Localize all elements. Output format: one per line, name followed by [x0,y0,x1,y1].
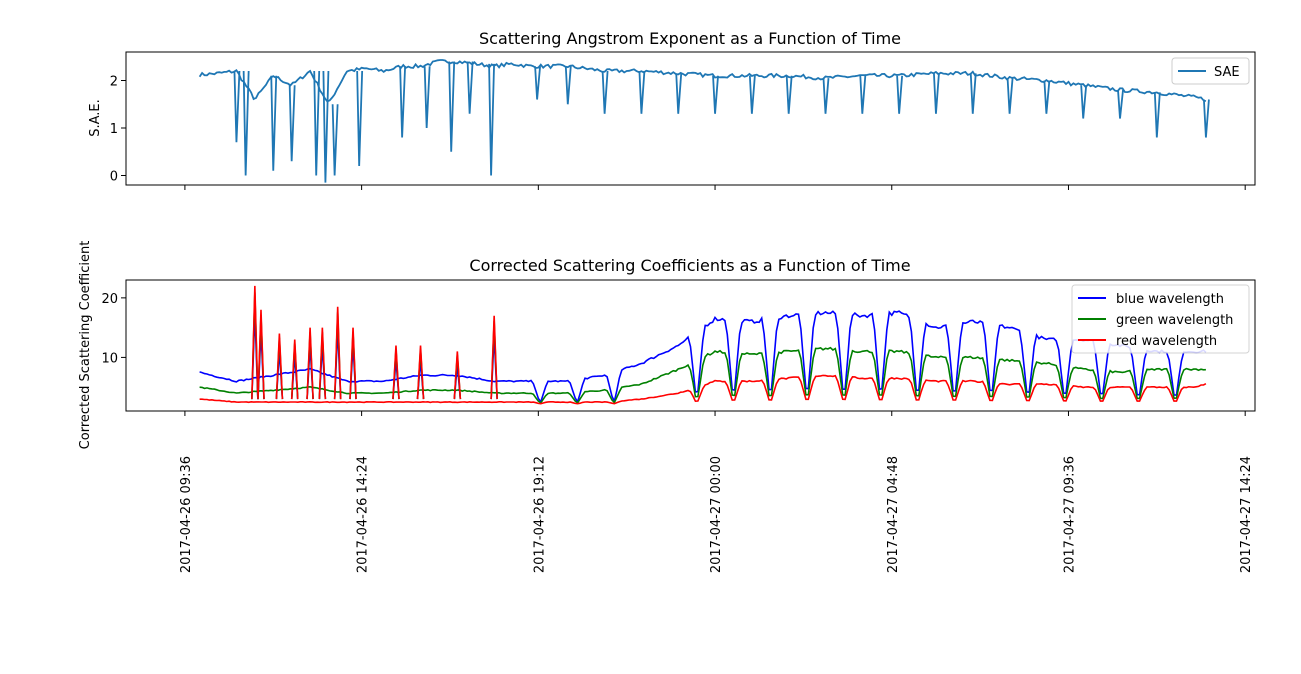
scattering-legend: blue wavelength green wavelength red wav… [1071,284,1250,354]
sae-dip [448,61,456,152]
sae-dip [322,70,330,183]
x-tick-label: 2017-04-27 04:48 [886,456,901,573]
sae-dip [233,70,241,143]
scattering-spike [490,315,498,400]
sae-dip [712,75,719,114]
scattering-spike [453,351,462,400]
y-tick-label: 2 [110,75,118,90]
series-line-blue-wavelength [199,310,1207,404]
sae-dip [785,75,793,114]
sae-legend-label: SAE [1214,65,1240,80]
sae-dip [969,73,977,114]
scattering-ticks: 10 20 2017-04-26 09:36 2017-04-26 14:24 2017… [101,292,1254,573]
sae-dip [242,70,250,176]
sae-dip [534,66,541,100]
sae-dip [564,66,572,105]
legend-label-green: green wavelength [1116,313,1233,328]
y-tick-label: 20 [101,292,118,307]
scattering-spike [416,345,425,400]
sae-dip [638,70,646,114]
scattering-chart: Corrected Scattering Coefficients as a F… [78,241,1256,573]
sae-dip [859,75,867,114]
legend-label-blue: blue wavelength [1116,292,1224,307]
scattering-spike [275,333,284,400]
sae-plot-area [198,59,1210,183]
scattering-spike [257,309,265,400]
sae-dip [356,70,364,167]
scattering-spike [333,306,342,400]
sae-dip [466,61,474,114]
y-tick-label: 1 [110,122,118,137]
scattering-spike [318,327,327,400]
sae-dip [288,85,296,162]
sae-dip [675,73,683,114]
sae-dip [601,70,609,114]
sae-legend: SAE [1171,57,1250,85]
x-tick-label: 2017-04-26 14:24 [356,456,371,573]
scattering-legend-box [1071,284,1250,354]
scattering-spike [392,345,400,400]
scattering-y-axis-label: Corrected Scattering Coefficient [78,241,93,450]
sae-axes-frame [125,51,1256,186]
scattering-spike [306,327,314,400]
sae-legend-box [1171,57,1250,85]
scattering-axes-frame [125,279,1256,412]
sae-dip [331,104,339,176]
series-line-red-wavelength [199,374,1207,405]
scattering-spike [251,285,259,400]
sae-dip [896,75,904,114]
sae-dip [423,66,431,129]
sae-dip [933,73,940,114]
y-tick-label: 10 [101,351,118,366]
sae-dip [1006,78,1014,114]
sae-ticks: 0 1 2 [110,75,1246,190]
sae-dip [1203,99,1210,138]
scattering-chart-title: Corrected Scattering Coefficients as a F… [469,256,910,275]
sae-dip [1043,80,1051,114]
sae-dip [1080,85,1088,119]
sae-dip [399,66,407,138]
sae-dip [270,75,278,171]
sae-dip [822,78,830,114]
x-tick-label: 2017-04-26 09:36 [179,456,194,573]
series-line-sae [198,59,1207,103]
sae-chart-title: Scattering Angstrom Exponent as a Functi… [479,29,901,48]
series-line-green-wavelength [199,346,1206,405]
sae-dip [313,70,321,176]
x-tick-label: 2017-04-27 00:00 [709,456,724,573]
x-tick-label: 2017-04-26 19:12 [532,456,547,573]
sae-dip [748,75,756,114]
legend-label-red: red wavelength [1116,334,1217,349]
y-tick-label: 0 [110,170,118,185]
x-tick-label: 2017-04-27 14:24 [1239,456,1254,573]
sae-y-axis-label: S.A.E. [88,99,103,137]
sae-dip [1153,92,1161,138]
scattering-spike [290,339,299,400]
scattering-plot-area [199,285,1207,405]
sae-dip [488,63,495,176]
x-tick-label: 2017-04-27 09:36 [1062,456,1077,573]
scattering-spike [349,327,357,400]
sae-dip [1117,89,1124,119]
sae-chart: Scattering Angstrom Exponent as a Functi… [88,29,1256,190]
